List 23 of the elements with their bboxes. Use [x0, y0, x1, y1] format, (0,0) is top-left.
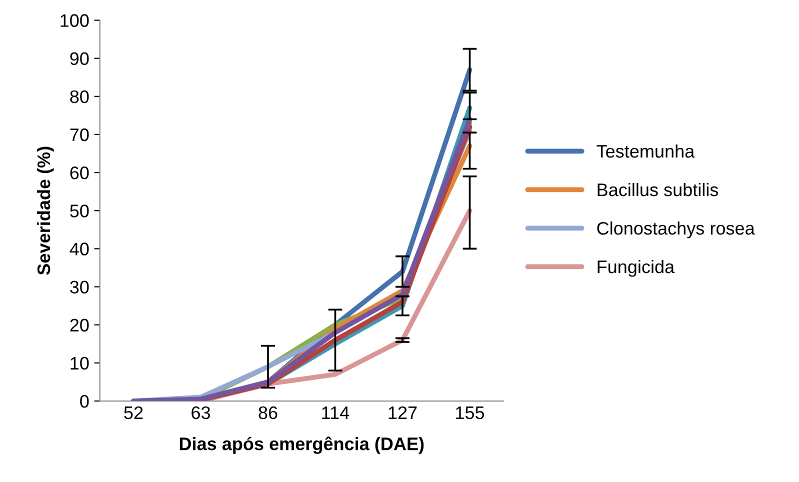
y-axis-title: Severidade (%) [36, 146, 54, 275]
y-tick-label: 20 [70, 318, 89, 332]
legend-label: Clonostachys rosea [597, 221, 755, 238]
y-tick-label: 0 [80, 394, 89, 408]
y-tick-label: 50 [70, 204, 89, 218]
y-tick-label: 30 [70, 280, 89, 294]
x-tick-label: 63 [192, 406, 210, 420]
y-tick-label: 40 [70, 242, 89, 256]
x-tick-label: 86 [258, 406, 278, 420]
y-tick-label: 70 [70, 128, 89, 142]
y-tick-label: 60 [70, 166, 89, 180]
y-tick-label: 90 [70, 52, 89, 66]
y-tick-label: 80 [70, 90, 89, 104]
x-tick-label: 114 [322, 406, 350, 419]
y-tick-label: 10 [70, 356, 89, 370]
legend-label: Fungicida [598, 260, 675, 277]
y-tick-label: 100 [60, 14, 89, 27]
x-axis-title: Dias após emergência (DAE) [180, 436, 424, 454]
x-tick-label: 52 [124, 406, 143, 420]
legend-label: Testemunha [596, 144, 695, 158]
x-tick-label: 127 [388, 406, 417, 419]
x-tick-label: 155 [456, 406, 484, 420]
legend-label: Bacillus subtilis [598, 182, 718, 196]
